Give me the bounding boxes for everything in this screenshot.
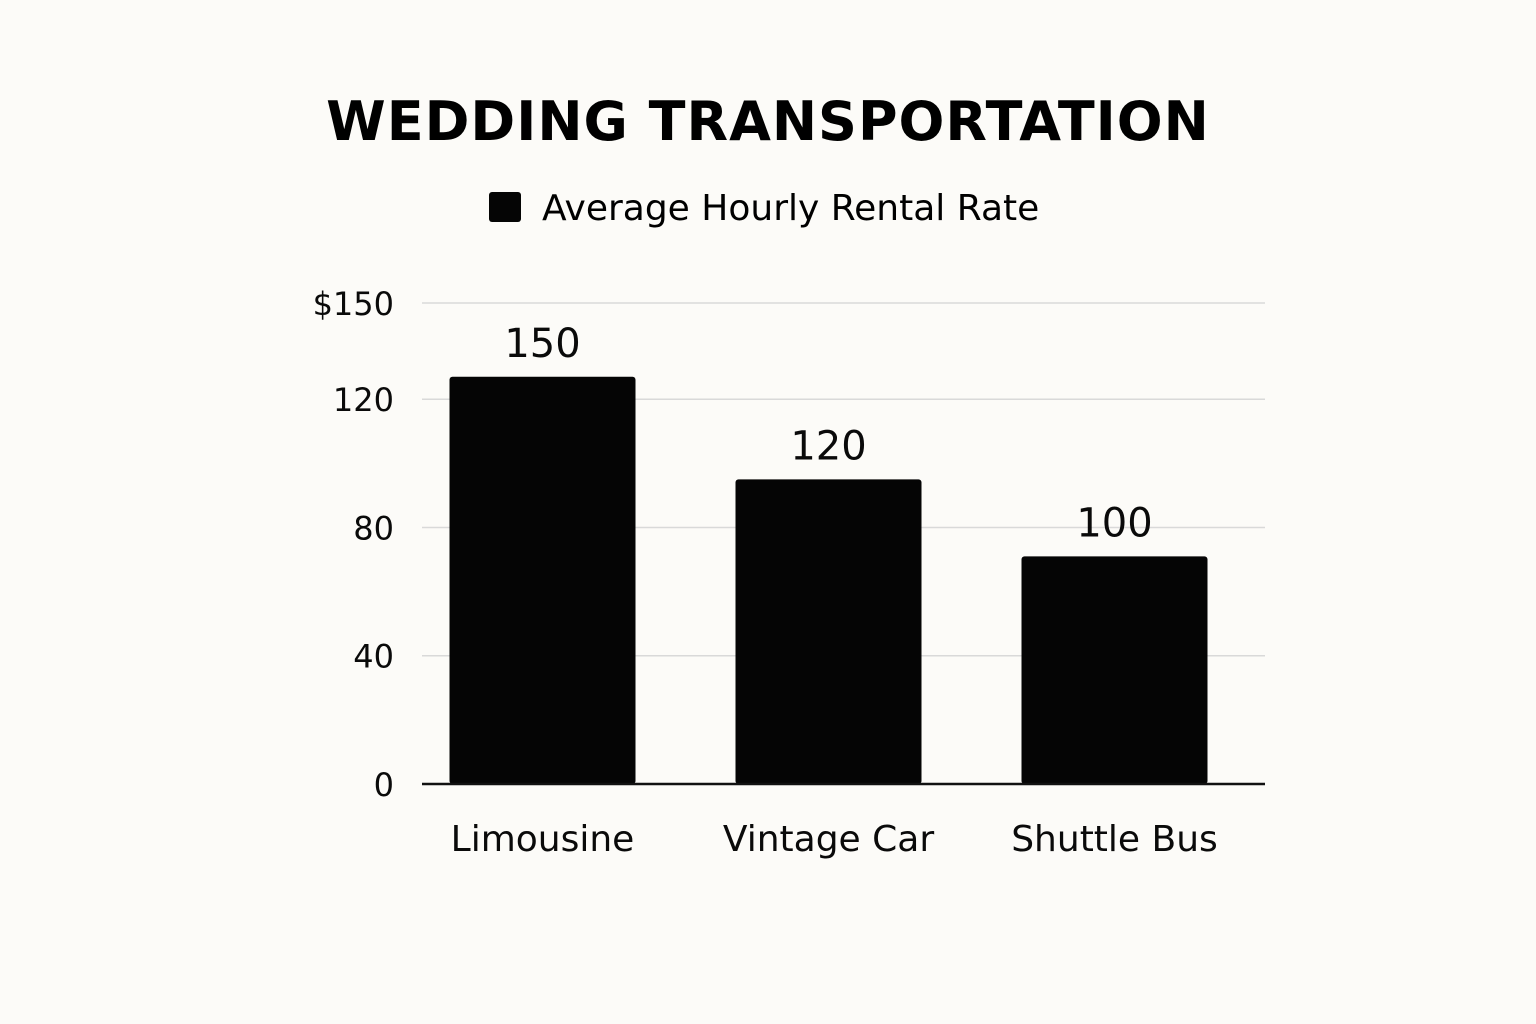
bars: 150 Limousine 120 Vintage Car 100 Shuttle Bus [449, 321, 1218, 860]
y-tick-label: 40 [353, 638, 394, 676]
x-category-label: Vintage Car [723, 819, 934, 860]
data-label: 120 [790, 423, 866, 469]
y-tick-label: $150 [313, 285, 394, 323]
bar-vintage-car [735, 479, 922, 784]
chart-title: WEDDING TRANSPORTATION [326, 90, 1210, 153]
legend-swatch [489, 192, 521, 222]
y-tick-label: 80 [353, 509, 394, 547]
legend: Average Hourly Rental Rate [489, 188, 1039, 229]
data-label: 150 [504, 321, 580, 367]
bar-shuttle-bus [1021, 556, 1208, 784]
y-axis-ticks: 0 40 80 120 $150 [313, 285, 394, 804]
y-tick-label: 0 [374, 766, 394, 804]
data-label: 100 [1076, 500, 1152, 546]
bar-limousine [449, 376, 636, 784]
x-category-label: Shuttle Bus [1011, 819, 1218, 860]
y-tick-label: 120 [333, 381, 394, 419]
legend-label: Average Hourly Rental Rate [542, 188, 1039, 229]
x-category-label: Limousine [451, 819, 635, 860]
